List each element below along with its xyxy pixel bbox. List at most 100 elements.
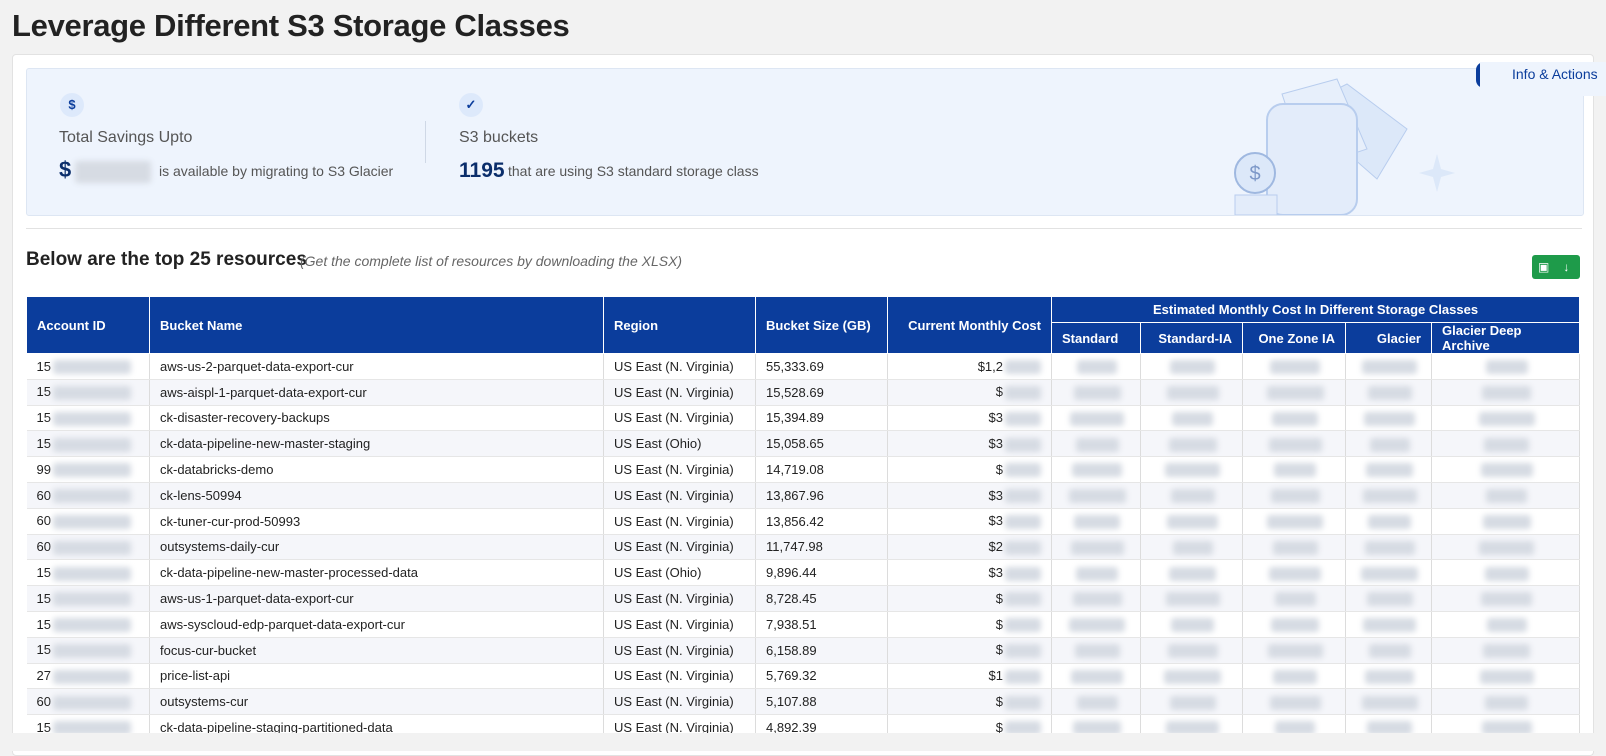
cell-text: US East (N. Virginia): [614, 487, 734, 503]
blurred-value: [1274, 463, 1316, 478]
estimate-cell: [1345, 663, 1432, 690]
cell-text: aws-syscloud-edp-parquet-data-export-cur: [160, 616, 405, 632]
dollar-icon: $: [60, 93, 84, 117]
cell-text: $: [995, 693, 1003, 709]
estimate-cell: [1140, 663, 1243, 690]
table-row: 15 ck-data-pipeline-new-master-processed-…: [26, 559, 1581, 587]
estimate-cell: [1345, 611, 1432, 638]
blurred-value: [1484, 437, 1530, 452]
estimate-cell: [1140, 688, 1243, 716]
resources-subheading: (Get the complete list of resources by d…: [300, 253, 683, 269]
blurred-value: [1072, 463, 1122, 478]
blurred-value: [1366, 592, 1413, 607]
estimate-cell: [1345, 508, 1432, 535]
estimate-cell: [1431, 585, 1581, 612]
cell-text: 27: [36, 668, 51, 684]
cell: $3: [887, 430, 1052, 458]
blurred-value: [1271, 618, 1319, 633]
estimate-cell: [1431, 405, 1581, 432]
blurred-value: [1269, 695, 1321, 710]
blurred-value: [1005, 489, 1041, 504]
table-row: 60 outsystems-daily-cur US East (N. Virgin…: [26, 534, 1581, 561]
summary-banner: $ Total Savings Upto $ is available by m…: [26, 68, 1584, 216]
cell-text: 9,896.44: [766, 565, 817, 581]
blurred-value: [1070, 411, 1124, 426]
estimate-cell: [1431, 456, 1581, 483]
blurred-value: [52, 669, 131, 684]
cell-text: US East (N. Virginia): [614, 694, 734, 710]
cell: 60: [26, 508, 150, 535]
blurred-value: [1165, 592, 1220, 607]
estimate-cell: [1051, 482, 1141, 509]
column-header: Bucket Size (GB): [755, 296, 888, 354]
cell: 15: [26, 559, 150, 587]
estimate-cell: [1345, 534, 1432, 561]
cell-text: ck-tuner-cur-prod-50993: [160, 513, 301, 529]
cell-text: 15,528.69: [766, 384, 824, 400]
blurred-value: [1005, 566, 1041, 581]
blurred-value: [1270, 360, 1320, 375]
cell-text: ck-data-pipeline-staging-partitioned-dat…: [160, 720, 393, 736]
estimate-cell: [1431, 482, 1581, 509]
blurred-value: [1074, 643, 1120, 658]
info-actions-tab[interactable]: Info & Actions: [1480, 62, 1606, 96]
table-row: 60 outsystems-cur US East (N. Virginia) 5,1…: [26, 688, 1581, 716]
cell-text: aws-us-2-parquet-data-export-cur: [160, 358, 354, 374]
estimate-cell: [1242, 611, 1346, 638]
cell: focus-cur-bucket: [149, 637, 604, 664]
estimate-cell: [1051, 508, 1141, 535]
savings-note: is available by migrating to S3 Glacier: [159, 163, 394, 179]
cell-text: US East (N. Virginia): [614, 616, 734, 632]
blurred-value: [1269, 566, 1321, 581]
cell: $1,2: [887, 353, 1052, 380]
cell: 7,938.51: [755, 611, 888, 638]
cell: $: [887, 611, 1052, 638]
cell-text: 15: [36, 410, 51, 426]
download-xlsx-button[interactable]: ▣ ↓: [1532, 255, 1580, 279]
blurred-value: [1069, 618, 1125, 633]
blurred-value: [1365, 669, 1414, 684]
blurred-value: [52, 695, 131, 710]
cell: 99: [26, 456, 150, 483]
blurred-value: [1005, 669, 1041, 684]
blurred-value: [1005, 360, 1041, 375]
cell: $: [887, 688, 1052, 716]
estimate-cell: [1345, 482, 1432, 509]
cell-text: focus-cur-bucket: [160, 642, 257, 658]
blurred-value: [1483, 643, 1531, 658]
blurred-value: [1005, 695, 1041, 710]
blurred-value: [52, 463, 131, 478]
blurred-value: [1484, 566, 1529, 581]
cell: 15: [26, 637, 150, 664]
table-row: 99 ck-databricks-demo US East (N. Virginia…: [26, 456, 1581, 483]
table-row: 15 ck-data-pipeline-new-master-staging US …: [26, 430, 1581, 458]
blurred-value: [1005, 592, 1041, 607]
cell-text: US East (N. Virginia): [614, 668, 734, 684]
cell-text: $: [995, 616, 1003, 632]
cell: US East (Ohio): [603, 430, 756, 458]
blurred-value: [1367, 385, 1412, 400]
blurred-value: [1168, 437, 1217, 452]
page-title: Leverage Different S3 Storage Classes: [12, 8, 570, 43]
blurred-value: [1005, 540, 1041, 555]
cell: 15: [26, 353, 150, 380]
cell-text: US East (N. Virginia): [614, 642, 734, 658]
estimate-cell: [1431, 611, 1581, 638]
estimate-cell: [1242, 637, 1346, 664]
blurred-value: [1166, 721, 1219, 736]
cell: US East (N. Virginia): [603, 637, 756, 664]
estimate-cell: [1051, 379, 1141, 406]
cell-text: 15: [36, 358, 51, 374]
cell-text: $: [995, 461, 1003, 477]
estimate-cell: [1242, 379, 1346, 406]
estimate-cell: [1051, 611, 1141, 638]
estimate-cell: [1345, 559, 1432, 587]
cell-text: ck-databricks-demo: [160, 462, 274, 478]
blurred-value: [1364, 540, 1415, 555]
blurred-value: [1369, 437, 1410, 452]
estimate-cell: [1345, 379, 1432, 406]
subheader-row: Standard Standard-IA One Zone IA Glacier Gla…: [27, 322, 1581, 354]
blurred-value: [52, 618, 131, 633]
subcolumn-header: Glacier Deep Archive: [1430, 322, 1581, 354]
estimate-cell: [1345, 585, 1432, 612]
